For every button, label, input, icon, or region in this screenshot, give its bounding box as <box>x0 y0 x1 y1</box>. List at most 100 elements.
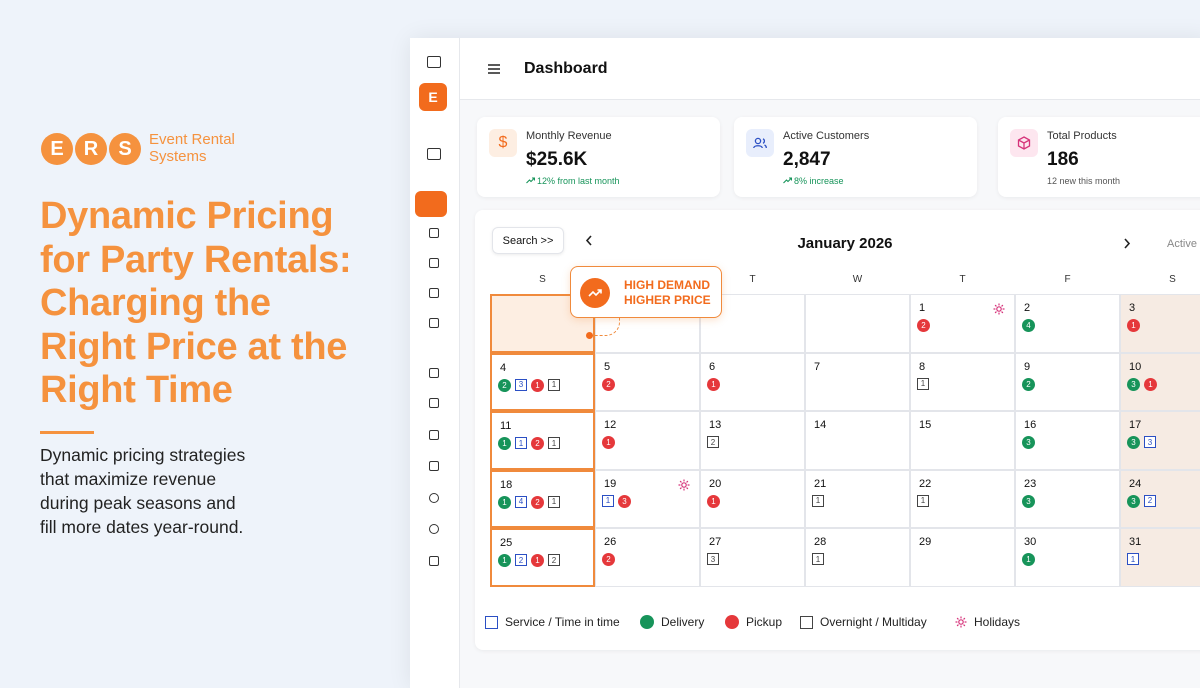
day-cell[interactable]: 26 2 <box>595 528 700 587</box>
badge-square: 2 <box>548 554 560 566</box>
badge-square: 1 <box>917 494 929 507</box>
day-cell[interactable] <box>700 294 805 353</box>
badge-circle: 2 <box>1022 377 1035 391</box>
month-title: January 2026 <box>797 235 893 252</box>
nav-icon[interactable] <box>429 398 439 408</box>
day-cell[interactable]: 22 1 <box>910 469 1015 528</box>
badge-square: 2 <box>1144 494 1156 507</box>
badge-circle: 2 <box>602 553 615 566</box>
day-cell[interactable]: 21 1 <box>805 469 910 528</box>
day-cell[interactable]: 14 <box>805 411 910 470</box>
badge-square: 1 <box>917 377 929 390</box>
stat-card: Active Customers 2,847 8% increase <box>734 117 977 197</box>
weekday-label: S <box>539 274 546 285</box>
day-cell[interactable]: 13 2 <box>700 411 805 470</box>
badge-circle: 2 <box>498 378 511 392</box>
day-cell[interactable]: 24 3 2 <box>1120 469 1200 528</box>
day-cell[interactable]: 17 3 3 <box>1120 411 1200 470</box>
stat-value: 2,847 <box>783 149 831 170</box>
day-number: 30 <box>1024 536 1037 548</box>
day-cell[interactable]: 29 <box>910 528 1015 587</box>
badge-row: 3 <box>1022 436 1035 449</box>
badge-circle: 1 <box>707 494 720 508</box>
legend-label: Service / Time in time <box>505 615 620 629</box>
day-cell[interactable]: 10 3 1 <box>1120 352 1200 411</box>
badge-row: 1 <box>707 377 720 391</box>
badge-square: 2 <box>515 554 527 566</box>
legend-item: Pickup <box>725 615 782 629</box>
badge-circle: 4 <box>1022 319 1035 332</box>
day-number: 12 <box>604 419 617 431</box>
nav-icon[interactable] <box>429 461 439 471</box>
nav-icon[interactable] <box>429 228 439 238</box>
badge-circle: 2 <box>531 437 544 450</box>
legend-swatch <box>725 615 739 629</box>
day-number: 24 <box>1129 477 1142 490</box>
nav-icon[interactable] <box>429 368 439 378</box>
day-cell[interactable]: 16 3 <box>1015 411 1120 470</box>
badge-circle: 1 <box>531 554 544 567</box>
day-cell[interactable]: 18 1 4 2 1 <box>490 469 595 528</box>
badge-row: 2 <box>1022 377 1035 391</box>
next-month[interactable] <box>1123 238 1131 249</box>
day-cell[interactable]: 27 3 <box>700 528 805 587</box>
day-cell[interactable]: 23 3 <box>1015 469 1120 528</box>
badge-circle: 2 <box>531 495 544 509</box>
day-cell[interactable]: 25 1 2 1 2 <box>490 528 595 587</box>
search-button[interactable]: Search >> <box>492 227 564 254</box>
badge-row: 1 <box>602 436 615 449</box>
headline: Dynamic Pricing for Party Rentals: Chargin… <box>40 195 352 413</box>
prev-month[interactable] <box>585 235 593 246</box>
day-cell[interactable]: 15 <box>910 411 1015 470</box>
legend-label: Holidays <box>974 615 1021 629</box>
day-number: 4 <box>500 361 507 374</box>
weekday-label: S <box>1169 274 1176 285</box>
building-icon[interactable] <box>427 148 441 160</box>
badge-circle: 3 <box>1022 436 1035 449</box>
nav-icon[interactable] <box>429 493 439 503</box>
day-number: 29 <box>919 536 932 548</box>
day-cell[interactable]: 30 1 <box>1015 528 1120 587</box>
day-cell[interactable]: 7 <box>805 352 910 411</box>
stat-icon <box>746 129 774 157</box>
badge-circle: 1 <box>531 378 544 392</box>
stat-icon: $ <box>489 129 517 157</box>
day-cell[interactable]: 20 1 <box>700 469 805 528</box>
badge-square: 1 <box>1127 553 1139 565</box>
stat-value: 186 <box>1047 149 1079 170</box>
nav-icon[interactable] <box>429 318 439 328</box>
day-cell[interactable]: 28 1 <box>805 528 910 587</box>
day-cell[interactable]: 11 1 1 2 1 <box>490 411 595 470</box>
stat-card: Total Products 186 12 new this month <box>998 117 1200 197</box>
legend-item: Holidays <box>955 615 1020 629</box>
day-cell[interactable]: 19 1 3 <box>595 469 700 528</box>
menu-icon[interactable] <box>488 64 500 74</box>
nav-icon[interactable] <box>429 430 439 440</box>
weekday-label: W <box>852 274 863 285</box>
day-cell[interactable]: 31 1 <box>1120 528 1200 587</box>
badge-circle: 1 <box>1127 319 1140 332</box>
nav-icon[interactable] <box>429 288 439 298</box>
holiday-icon <box>678 479 690 490</box>
home-nav-active[interactable] <box>415 191 447 217</box>
day-cell[interactable] <box>805 294 910 353</box>
trend-icon <box>526 177 535 184</box>
logo-letter: R <box>75 133 107 165</box>
nav-icon[interactable] <box>429 524 439 534</box>
badge-circle: 3 <box>618 494 631 508</box>
badge-circle: 1 <box>498 554 511 567</box>
sidebar-logo[interactable]: E <box>419 83 447 111</box>
brand-line: Event Rental <box>149 131 235 148</box>
nav-icon[interactable] <box>429 556 439 566</box>
day-cell[interactable]: 12 1 <box>595 411 700 470</box>
nav-icon[interactable] <box>429 258 439 268</box>
